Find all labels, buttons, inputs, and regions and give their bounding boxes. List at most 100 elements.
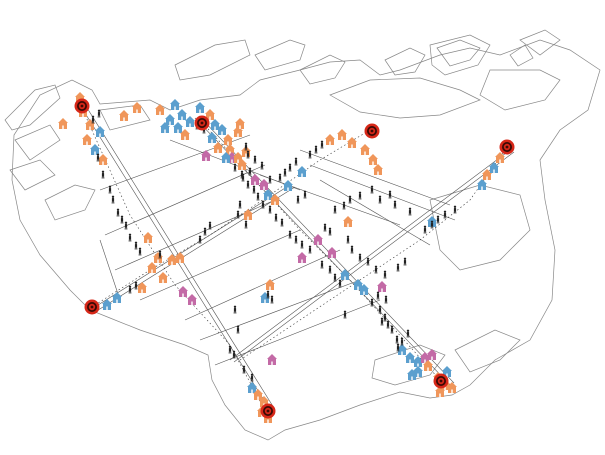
person-icon[interactable] — [328, 265, 332, 274]
house-icon[interactable] — [442, 366, 452, 377]
person-icon[interactable] — [395, 335, 399, 344]
person-icon[interactable] — [280, 218, 284, 227]
person-icon[interactable] — [453, 205, 457, 214]
person-icon[interactable] — [348, 195, 352, 204]
person-icon[interactable] — [386, 320, 390, 329]
person-icon[interactable] — [246, 150, 250, 159]
person-icon[interactable] — [124, 221, 128, 230]
person-icon[interactable] — [203, 227, 207, 236]
person-icon[interactable] — [208, 221, 212, 230]
house-icon[interactable] — [253, 389, 263, 400]
house-icon[interactable] — [165, 114, 175, 125]
person-icon[interactable] — [308, 245, 312, 254]
person-icon[interactable] — [374, 265, 378, 274]
person-icon[interactable] — [378, 195, 382, 204]
target-icon[interactable] — [433, 373, 449, 389]
house-icon[interactable] — [263, 189, 273, 200]
house-icon[interactable] — [241, 146, 251, 157]
house-icon[interactable] — [207, 132, 217, 143]
house-icon[interactable] — [180, 129, 190, 140]
house-icon[interactable] — [82, 134, 92, 145]
person-icon[interactable] — [91, 115, 95, 124]
person-icon[interactable] — [261, 200, 265, 209]
house-icon[interactable] — [170, 99, 180, 110]
person-icon[interactable] — [253, 155, 257, 164]
house-icon[interactable] — [265, 279, 275, 290]
person-icon[interactable] — [111, 195, 115, 204]
house-icon[interactable] — [495, 152, 505, 163]
house-icon[interactable] — [313, 234, 323, 245]
person-icon[interactable] — [396, 343, 400, 352]
house-icon[interactable] — [95, 126, 105, 137]
house-icon[interactable] — [223, 134, 233, 145]
person-icon[interactable] — [314, 145, 318, 154]
house-icon[interactable] — [270, 194, 280, 205]
house-icon[interactable] — [178, 286, 188, 297]
house-icon[interactable] — [167, 254, 177, 265]
house-icon[interactable] — [420, 352, 430, 363]
house-icon[interactable] — [397, 344, 407, 355]
person-icon[interactable] — [443, 210, 447, 219]
person-icon[interactable] — [376, 291, 380, 300]
house-icon[interactable] — [213, 142, 223, 153]
person-icon[interactable] — [120, 215, 124, 224]
person-icon[interactable] — [383, 270, 387, 279]
person-icon[interactable] — [308, 150, 312, 159]
person-icon[interactable] — [128, 233, 132, 242]
house-icon[interactable] — [175, 252, 185, 263]
person-icon[interactable] — [240, 170, 244, 179]
house-icon[interactable] — [325, 134, 335, 145]
house-icon[interactable] — [153, 252, 163, 263]
house-icon[interactable] — [377, 281, 387, 292]
house-icon[interactable] — [359, 284, 369, 295]
house-icon[interactable] — [477, 179, 487, 190]
person-icon[interactable] — [283, 168, 287, 177]
person-icon[interactable] — [288, 230, 292, 239]
person-icon[interactable] — [232, 350, 236, 359]
house-icon[interactable] — [102, 299, 112, 310]
house-icon[interactable] — [98, 154, 108, 165]
person-icon[interactable] — [358, 253, 362, 262]
house-icon[interactable] — [221, 152, 231, 163]
person-icon[interactable] — [423, 225, 427, 234]
house-icon[interactable] — [267, 354, 277, 365]
person-markers[interactable] — [91, 109, 457, 382]
person-icon[interactable] — [384, 295, 388, 304]
house-icon[interactable] — [368, 154, 378, 165]
house-icon[interactable] — [297, 252, 307, 263]
person-icon[interactable] — [233, 163, 237, 172]
person-icon[interactable] — [128, 285, 132, 294]
person-icon[interactable] — [403, 257, 407, 266]
house-icon[interactable] — [217, 124, 227, 135]
target-icon[interactable] — [74, 98, 90, 114]
house-icon[interactable] — [337, 129, 347, 140]
person-icon[interactable] — [116, 208, 120, 217]
person-icon[interactable] — [343, 310, 347, 319]
person-icon[interactable] — [346, 235, 350, 244]
house-icon[interactable] — [147, 262, 157, 273]
house-icon[interactable] — [58, 118, 68, 129]
person-icon[interactable] — [274, 213, 278, 222]
person-icon[interactable] — [430, 220, 434, 229]
house-icon[interactable] — [90, 144, 100, 155]
person-icon[interactable] — [250, 373, 254, 382]
person-icon[interactable] — [383, 313, 387, 322]
house-icon[interactable] — [489, 162, 499, 173]
house-icon[interactable] — [447, 382, 457, 393]
house-icon[interactable] — [143, 232, 153, 243]
house-icon[interactable] — [185, 116, 195, 127]
house-icon[interactable] — [407, 369, 417, 380]
house-icon[interactable] — [373, 164, 383, 175]
house-icon[interactable] — [201, 150, 211, 161]
person-icon[interactable] — [380, 317, 384, 326]
person-icon[interactable] — [294, 235, 298, 244]
house-icon[interactable] — [250, 174, 260, 185]
person-icon[interactable] — [350, 245, 354, 254]
person-icon[interactable] — [260, 161, 264, 170]
person-icon[interactable] — [236, 325, 240, 334]
house-icon[interactable] — [225, 144, 235, 155]
person-icon[interactable] — [436, 215, 440, 224]
house-icon[interactable] — [235, 118, 245, 129]
house-icon[interactable] — [112, 292, 122, 303]
